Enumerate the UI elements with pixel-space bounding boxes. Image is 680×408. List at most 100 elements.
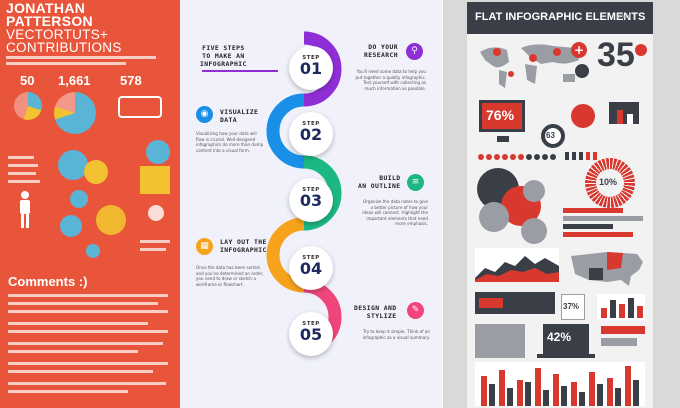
left-pie-chart-2 <box>54 92 96 134</box>
pct-76: 76% <box>486 107 515 123</box>
left-text-line <box>8 180 40 183</box>
five-steps-infographic-thumbnail[interactable]: FIVE STEPS TO MAKE AN INFOGRAPHIC STEP 0… <box>180 0 442 408</box>
left-comment-line <box>8 294 168 297</box>
pct-10: 10% <box>599 177 618 187</box>
left-title-block: JONATHAN PATTERSON VECTORTUTS+ CONTRIBUT… <box>6 1 122 55</box>
left-bubble <box>84 160 108 184</box>
step-word: STEP <box>302 121 320 127</box>
left-infographic-thumbnail[interactable]: JONATHAN PATTERSON VECTORTUTS+ CONTRIBUT… <box>0 0 180 408</box>
us-map <box>571 252 643 286</box>
step-number: 02 <box>299 125 323 144</box>
bulb-icon <box>571 104 595 128</box>
left-stat-1: 50 <box>20 73 35 88</box>
step-word: STEP <box>302 255 320 261</box>
left-subtitle-line <box>6 56 156 59</box>
left-stat-2: 1,661 <box>58 73 91 88</box>
step-05-text: Try to keep it simple. Think of an infog… <box>362 329 430 340</box>
list-icon: ≡ <box>407 174 424 191</box>
person-icon <box>20 191 30 228</box>
left-comment-line <box>8 350 138 353</box>
left-comment-line <box>8 370 153 373</box>
left-comment-line <box>8 322 148 325</box>
left-bubble <box>96 205 126 235</box>
step-01-circle: STEP 01 <box>289 46 333 90</box>
pct-42: 42% <box>547 330 572 344</box>
pct-37: 37% <box>563 302 580 311</box>
bar-small <box>617 110 623 124</box>
ring-63: 63 <box>541 124 565 148</box>
infographic-sheet: FLAT INFOGRAPHIC ELEMENTS // Vol 1 35 + … <box>467 2 653 408</box>
left-stat-3: 578 <box>120 73 142 88</box>
step-word: STEP <box>302 187 320 193</box>
hbar <box>563 216 643 221</box>
big-number: 35 <box>597 36 635 74</box>
bubble-grey <box>479 202 509 232</box>
step-05-label: DESIGN AND STYLIZE <box>354 304 397 320</box>
step-word: STEP <box>302 321 320 327</box>
left-text-line <box>8 164 38 167</box>
step-04-text: Once the data has been sorted, and you'v… <box>196 265 264 287</box>
eye-icon: ◉ <box>196 106 213 123</box>
left-bubble <box>148 205 164 221</box>
left-text-line <box>8 172 36 175</box>
bottom-bar-chart <box>475 362 645 406</box>
left-pie-chart-1 <box>14 92 42 120</box>
step-01-label: DO YOUR RESEARCH <box>364 43 398 59</box>
laptop-base <box>537 354 595 358</box>
dot-row <box>478 154 556 160</box>
hbar <box>563 232 633 237</box>
donut-hole <box>596 169 624 197</box>
dot-icon <box>635 44 647 56</box>
left-comment-line <box>8 342 163 345</box>
monitor-76: 76% <box>479 100 525 132</box>
step-04-circle: STEP 04 <box>289 246 333 290</box>
step-03-label: BUILD AN OUTLINE <box>358 174 401 190</box>
left-title-line2: PATTERSON <box>6 13 93 29</box>
bubble-small <box>521 218 547 244</box>
step-number: 01 <box>299 59 323 78</box>
vbar <box>610 300 616 318</box>
pen-icon: ✎ <box>407 302 424 319</box>
flat-infographic-thumbnail[interactable]: FLAT INFOGRAPHIC ELEMENTS // Vol 1 35 + … <box>443 0 680 408</box>
heading-underline <box>202 70 278 72</box>
step-02-label: VISUALIZE DATA <box>220 108 259 124</box>
left-bubble <box>146 140 170 164</box>
step-number: 05 <box>299 325 323 344</box>
steps-heading: FIVE STEPS TO MAKE AN INFOGRAPHIC <box>200 44 247 68</box>
left-text-line <box>8 156 34 159</box>
step-word: STEP <box>302 55 320 61</box>
world-map <box>480 44 579 88</box>
vbar <box>637 306 643 318</box>
left-subtitle-line <box>6 62 126 65</box>
left-title-line3: VECTORTUTS+ <box>6 27 109 42</box>
left-chart-frame <box>118 96 162 118</box>
area-chart <box>475 248 559 282</box>
left-title-line4: CONTRIBUTIONS <box>6 40 122 55</box>
step-number: 03 <box>299 191 323 210</box>
vbar <box>619 304 625 318</box>
vbar <box>601 308 607 318</box>
bar-small <box>627 114 633 124</box>
step-02-circle: STEP 02 <box>289 112 333 156</box>
bar-block <box>609 102 639 124</box>
left-text-line <box>140 248 166 251</box>
people-row <box>565 152 597 160</box>
left-comment-line <box>8 382 166 385</box>
grey-panel <box>475 324 525 358</box>
hbar <box>563 224 613 229</box>
left-bubble <box>86 244 100 258</box>
right-title: FLAT INFOGRAPHIC ELEMENTS <box>475 11 646 23</box>
dot-icon <box>575 64 589 78</box>
title-bar: FLAT INFOGRAPHIC ELEMENTS // Vol 1 <box>467 2 653 34</box>
step-03-circle: STEP 03 <box>289 178 333 222</box>
left-comment-line <box>8 330 168 333</box>
left-comment-line <box>8 302 158 305</box>
step-02-text: Visualizing how your data will flow is c… <box>196 131 264 153</box>
step-05-circle: STEP 05 <box>289 312 333 356</box>
left-comment-line <box>8 310 168 313</box>
step-04-label: LAY OUT THE INFOGRAPHIC <box>220 238 267 254</box>
left-text-line <box>140 240 170 243</box>
label-bar <box>601 338 637 346</box>
bar-strip-red <box>479 298 503 308</box>
left-comment-line <box>8 362 168 365</box>
